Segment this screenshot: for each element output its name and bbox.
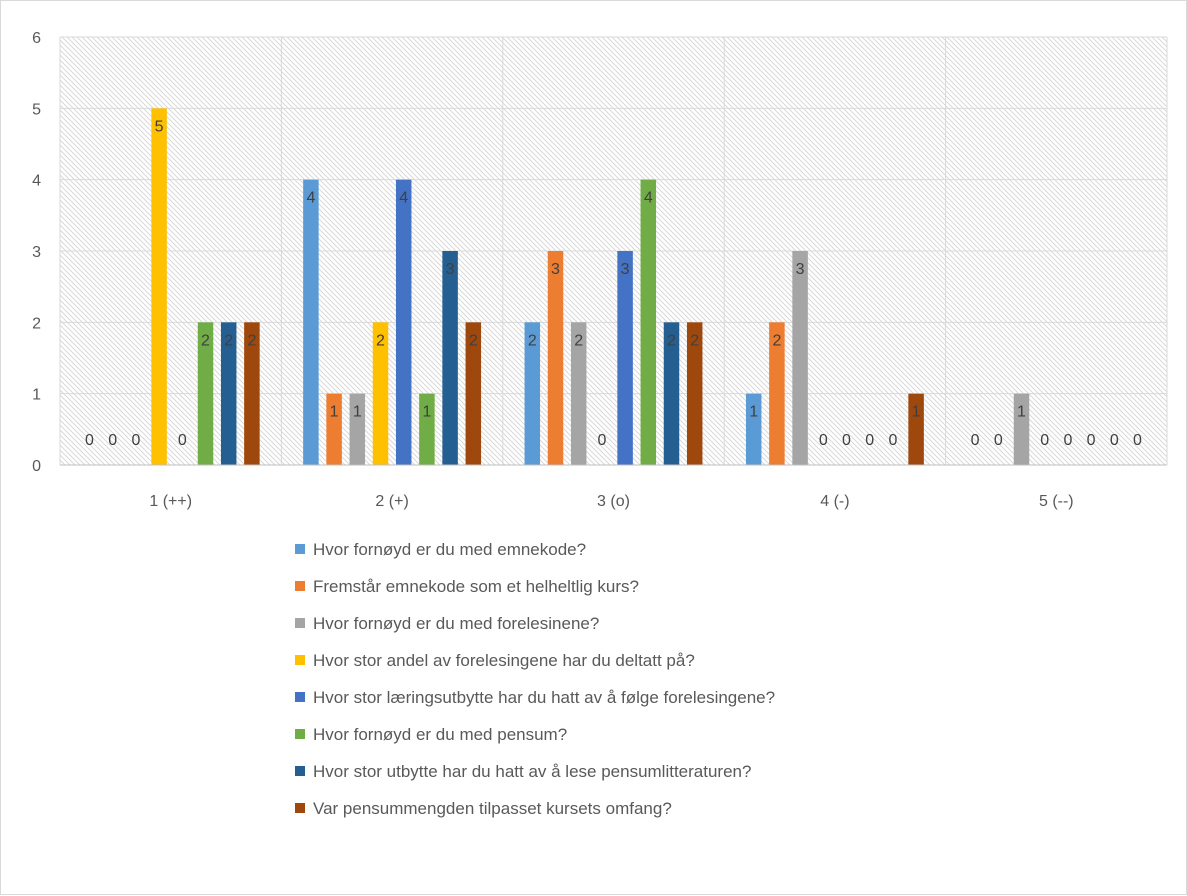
legend-swatch xyxy=(295,729,305,739)
y-tick-label: 5 xyxy=(32,101,41,118)
x-tick-label: 2 (+) xyxy=(375,493,408,510)
bar xyxy=(419,393,435,465)
legend-label: Hvor stor læringsutbytte har du hatt av … xyxy=(313,688,775,707)
data-label: 3 xyxy=(446,261,455,278)
data-label: 0 xyxy=(1087,432,1096,449)
data-label: 2 xyxy=(469,332,478,349)
legend-label: Fremstår emnekode som et helheltlig kurs… xyxy=(313,577,639,596)
legend-label: Hvor fornøyd er du med forelesinene? xyxy=(313,614,599,633)
data-label: 2 xyxy=(224,332,233,349)
bar xyxy=(570,322,587,465)
legend-swatch xyxy=(295,544,305,554)
data-label: 0 xyxy=(1133,432,1142,449)
data-label: 0 xyxy=(1110,432,1119,449)
data-label: 0 xyxy=(178,432,187,449)
data-label: 2 xyxy=(574,332,583,349)
bar xyxy=(151,108,167,465)
data-label: 2 xyxy=(376,332,385,349)
data-label: 0 xyxy=(85,432,94,449)
data-label: 1 xyxy=(1017,404,1026,421)
data-label: 4 xyxy=(306,190,315,207)
y-tick-label: 4 xyxy=(32,173,41,190)
legend-swatch xyxy=(295,803,305,813)
data-label: 2 xyxy=(690,332,699,349)
bar xyxy=(442,251,458,465)
data-label: 0 xyxy=(865,432,874,449)
bar xyxy=(220,322,237,465)
x-tick-label: 5 (--) xyxy=(1039,493,1074,510)
data-label: 2 xyxy=(247,332,256,349)
bar xyxy=(547,251,564,465)
y-tick-label: 6 xyxy=(32,30,41,47)
y-tick-label: 3 xyxy=(32,244,41,261)
y-tick-label: 0 xyxy=(32,458,41,475)
data-label: 1 xyxy=(353,404,362,421)
data-label: 1 xyxy=(749,404,758,421)
bar xyxy=(349,393,366,465)
data-label: 0 xyxy=(108,432,117,449)
bar xyxy=(908,393,924,465)
data-label: 0 xyxy=(888,432,897,449)
x-tick-label: 3 (o) xyxy=(597,493,630,510)
bar xyxy=(663,322,680,465)
bar xyxy=(792,251,808,465)
bar xyxy=(524,322,541,465)
data-label: 0 xyxy=(1063,432,1072,449)
legend-label: Hvor fornøyd er du med emnekode? xyxy=(313,540,586,559)
bar xyxy=(640,179,657,465)
data-label: 2 xyxy=(201,332,210,349)
legend-swatch xyxy=(295,618,305,628)
y-tick-label: 1 xyxy=(32,387,41,404)
data-label: 0 xyxy=(597,432,606,449)
bar xyxy=(395,179,412,465)
data-label: 0 xyxy=(971,432,980,449)
legend-label: Hvor fornøyd er du med pensum? xyxy=(313,725,567,744)
bar xyxy=(197,322,214,465)
legend-label: Var pensummengden tilpasset kursets omfa… xyxy=(313,799,672,818)
legend-swatch xyxy=(295,766,305,776)
bar xyxy=(303,179,319,465)
data-label: 1 xyxy=(330,404,339,421)
data-label: 2 xyxy=(667,332,676,349)
bar xyxy=(686,322,703,465)
bar xyxy=(326,393,342,465)
data-label: 0 xyxy=(819,432,828,449)
bar xyxy=(745,393,762,465)
x-axis: 1 (++) 2 (+) 3 (o) 4 (-) 5 (--) xyxy=(60,464,1167,510)
data-label: 2 xyxy=(528,332,537,349)
bar xyxy=(372,322,389,465)
legend-swatch xyxy=(295,692,305,702)
data-label: 3 xyxy=(551,261,560,278)
y-axis: 0 1 2 3 4 5 6 xyxy=(32,30,41,475)
legend-label: Hvor stor utbytte har du hatt av å lese … xyxy=(313,762,751,781)
x-tick-label: 4 (-) xyxy=(820,493,849,510)
data-label: 0 xyxy=(131,432,140,449)
y-tick-label: 2 xyxy=(32,315,41,332)
x-tick-label: 1 (++) xyxy=(149,493,192,510)
bar xyxy=(244,322,260,465)
data-label: 3 xyxy=(621,261,630,278)
bar xyxy=(1013,393,1030,465)
data-label: 5 xyxy=(155,118,164,135)
bar xyxy=(465,322,482,465)
legend: Hvor fornøyd er du med emnekode? Fremstår… xyxy=(295,540,775,818)
data-label: 0 xyxy=(1040,432,1049,449)
legend-swatch xyxy=(295,655,305,665)
data-label: 1 xyxy=(422,404,431,421)
bar xyxy=(617,251,633,465)
data-label: 3 xyxy=(796,261,805,278)
legend-swatch xyxy=(295,581,305,591)
data-label: 4 xyxy=(644,190,653,207)
bar xyxy=(769,322,785,465)
data-label: 2 xyxy=(772,332,781,349)
data-label: 0 xyxy=(842,432,851,449)
bar-marks xyxy=(151,108,1030,465)
data-label: 1 xyxy=(912,404,921,421)
legend-label: Hvor stor andel av forelesingene har du … xyxy=(313,651,695,670)
data-label: 0 xyxy=(994,432,1003,449)
data-label: 4 xyxy=(399,190,408,207)
